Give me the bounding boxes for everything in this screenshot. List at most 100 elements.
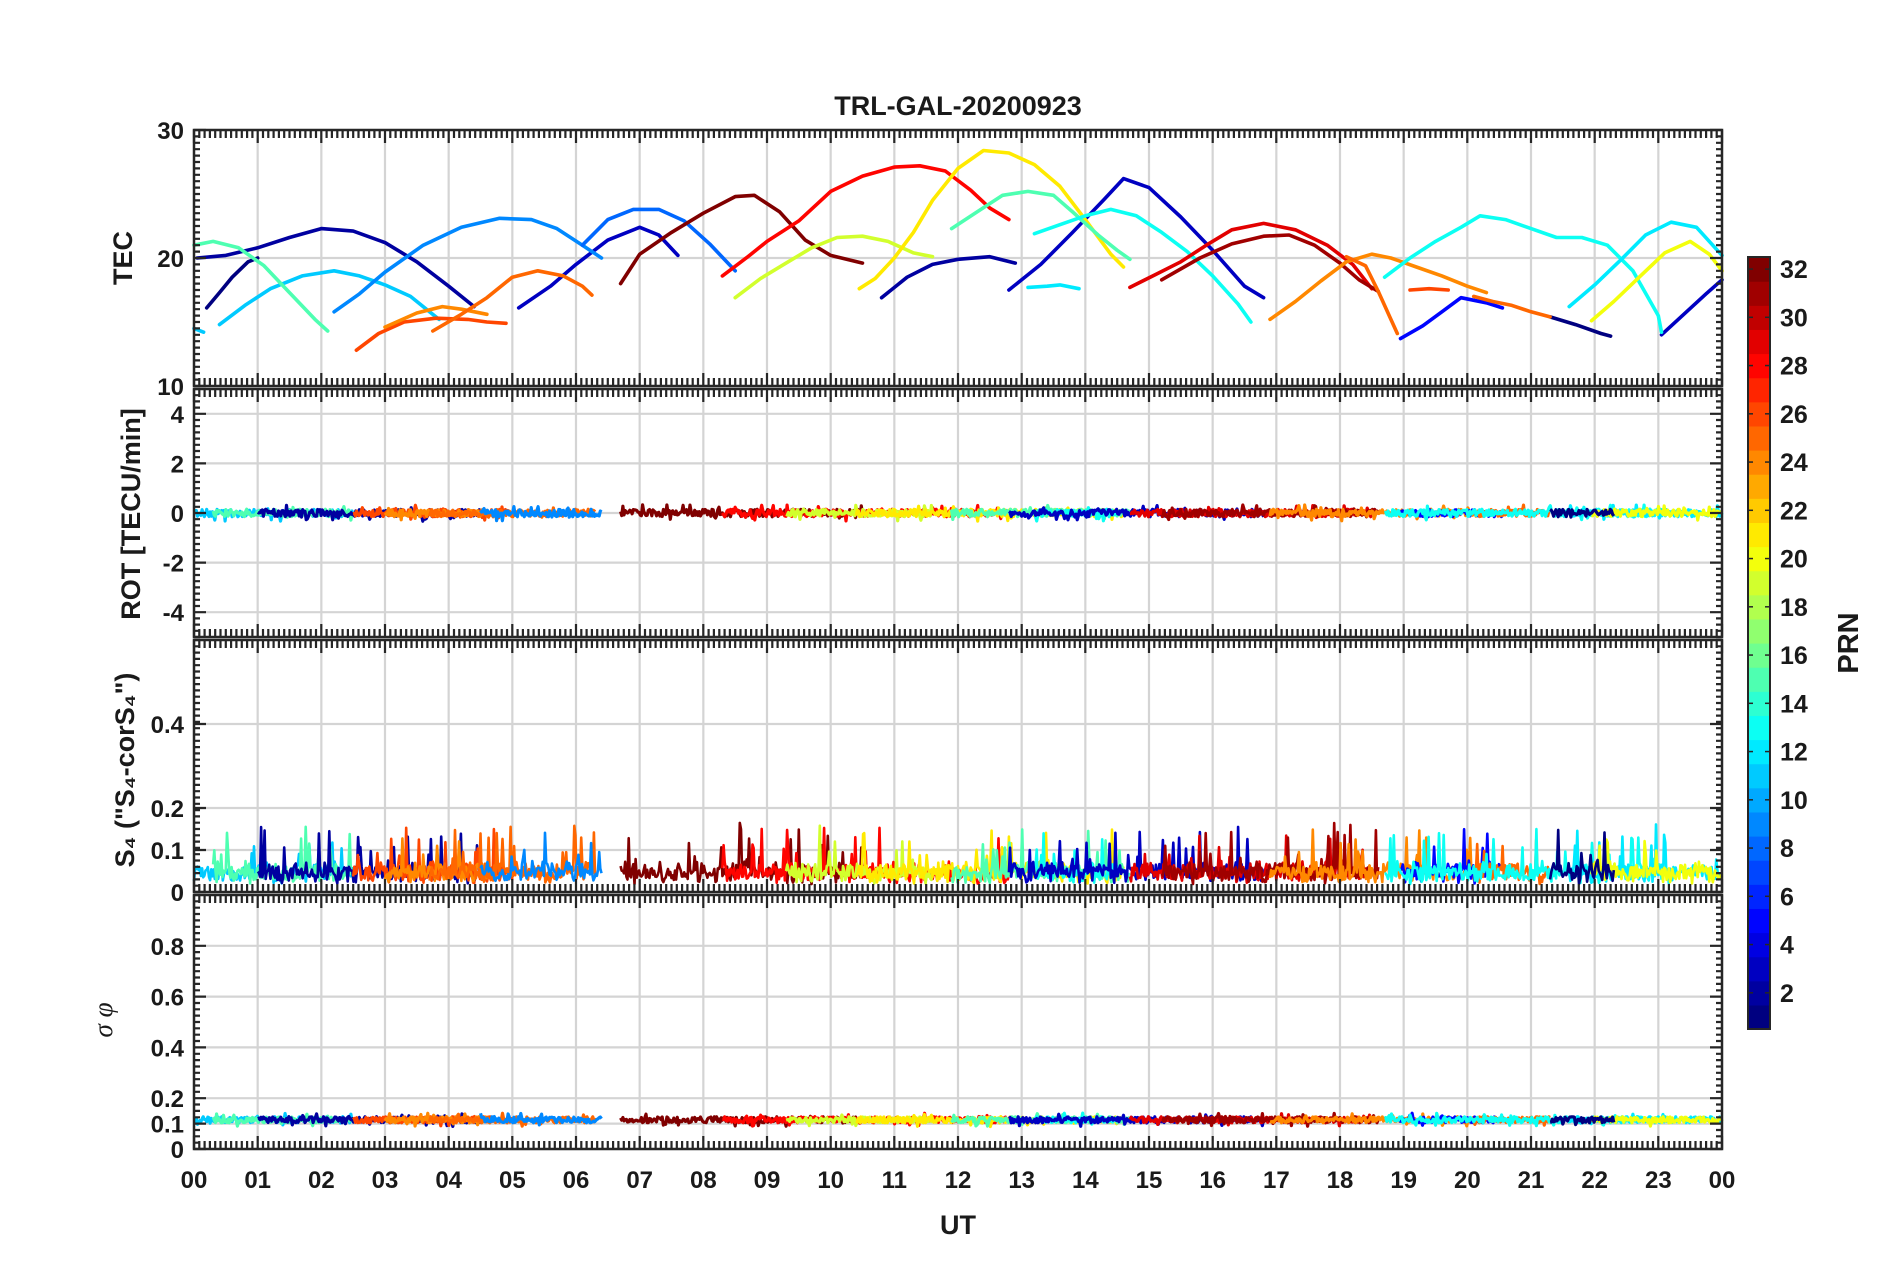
x-tick-label: 20 [1454, 1167, 1481, 1194]
colorbar-tick-label: 24 [1780, 449, 1808, 477]
s4-ylabel: S₄ ("S₄-corS₄") [110, 673, 140, 868]
tec-series-prn-3 [1007, 176, 1266, 300]
tec-ylabel: TEC [108, 231, 138, 285]
sigma-y-tick-label: 0.8 [151, 934, 184, 961]
tec-series-prn-1 [204, 256, 260, 310]
colorbar-tick-label: 30 [1780, 304, 1808, 332]
colorbar-swatch [1748, 498, 1770, 523]
tec-series-prn-3 [516, 225, 680, 310]
colorbar-swatch [1748, 425, 1770, 451]
sigma-y-tick-label: 0 [171, 1137, 184, 1164]
tec-panel: 10 20 30 TEC [108, 118, 1724, 401]
colorbar-swatch [1748, 281, 1770, 306]
sigma-x-ticks [192, 895, 1724, 1149]
sigma-y-tick-label: 0.4 [151, 1035, 185, 1062]
x-tick-label: 00 [181, 1167, 208, 1194]
x-tick-label: 12 [945, 1167, 972, 1194]
tec-series-prn-32 [618, 193, 865, 286]
tec-series-prn-12 [1026, 283, 1081, 291]
tec-series-prn-20 [1589, 239, 1724, 323]
colorbar-frame [1747, 256, 1771, 1030]
rot-ylabel: ROT [TECU/min] [116, 408, 146, 619]
s4-y-tick-label: 0.2 [151, 796, 184, 823]
colorbar-swatch [1748, 884, 1770, 909]
colorbar-swatch [1748, 329, 1770, 355]
colorbar-tick-label: 22 [1780, 497, 1808, 525]
sigma-y-tick-label: 0.2 [151, 1086, 184, 1113]
s4-panel: 0 0.1 0.2 0.4 S₄ ("S₄-corS₄") [110, 638, 1724, 907]
x-tick-label: 18 [1327, 1167, 1354, 1194]
sigma-series-prn-9 [478, 1111, 603, 1127]
tec-series-prn-26 [1408, 286, 1450, 292]
chart-title: TRL-GAL-20200923 [834, 91, 1082, 121]
colorbar-tick-label: 16 [1780, 642, 1808, 670]
colorbar-swatch [1748, 474, 1770, 499]
colorbar-gradient [1747, 256, 1771, 1030]
tec-panel-plot: 10 20 30 [157, 118, 1724, 401]
colorbar-swatch [1748, 1004, 1770, 1030]
tec-y-tick-label: 10 [157, 374, 184, 401]
tec-x-ticks [192, 130, 1724, 386]
sigma-panel: 00.10.2 0.4 0.6 0.8 σ φ [88, 893, 1724, 1164]
s4-series-prn-25 [428, 824, 597, 884]
x-tick-label: 23 [1645, 1167, 1672, 1194]
colorbar-swatch [1748, 546, 1770, 572]
tec-series-prn-25 [1471, 294, 1552, 319]
sigma-series-prn-1 [1549, 1115, 1616, 1127]
rot-series-prn-1 [1549, 507, 1616, 519]
colorbar-tick-label: 10 [1780, 787, 1808, 815]
s4-y-tick-label: 0 [171, 880, 184, 907]
colorbar-swatch [1748, 715, 1770, 741]
colorbar-tick-label: 14 [1780, 690, 1808, 718]
colorbar-tick-label: 4 [1780, 932, 1794, 960]
tec-y-tick-label: 30 [157, 118, 184, 145]
colorbar-label: PRN [1833, 612, 1865, 673]
s4-y-ticks [194, 638, 1722, 894]
tec-series-prn-29 [1128, 221, 1374, 291]
sigma-y-tick-label: 0.1 [151, 1112, 184, 1139]
colorbar-tick-label: 2 [1780, 980, 1794, 1008]
colorbar-tick-label: 26 [1780, 401, 1808, 429]
rot-panel-plot: -4 -2 0 2 4 [163, 387, 1724, 639]
tec-series-prn-2 [879, 254, 1018, 300]
tec-series-prn-3 [1659, 278, 1724, 337]
sigma-y-ticks [194, 893, 1722, 1151]
tec-series-prn-31 [1159, 233, 1380, 294]
rot-panel: -4 -2 0 2 4 ROT [TECU/min] [116, 387, 1724, 639]
tec-series-prn-25 [431, 269, 594, 333]
x-tick-label: 10 [817, 1167, 844, 1194]
tec-series-prn-8 [580, 207, 737, 273]
s4-x-ticks [192, 640, 1724, 892]
colorbar-swatch [1748, 932, 1770, 958]
x-tick-label: 02 [308, 1167, 335, 1194]
x-tick-label: 01 [244, 1167, 271, 1194]
rot-y-tick-label: 4 [171, 402, 185, 429]
x-tick-label: 13 [1008, 1167, 1035, 1194]
colorbar-swatch [1748, 450, 1770, 475]
s4-y-tick-label: 0.4 [151, 712, 185, 739]
tec-y-tick-label: 20 [157, 246, 184, 273]
x-tick-label: 22 [1581, 1167, 1608, 1194]
x-tick-label: 03 [372, 1167, 399, 1194]
colorbar-swatch [1748, 980, 1770, 1006]
colorbar-swatch [1748, 522, 1770, 548]
sigma-ylabel: σ φ [88, 1002, 118, 1037]
x-tick-label: 11 [882, 1167, 907, 1194]
colorbar-swatch [1748, 860, 1770, 885]
sigma-series-prn-31 [1161, 1111, 1380, 1128]
s4-series-prn-1 [1548, 828, 1616, 886]
colorbar-tick-label: 28 [1780, 353, 1808, 381]
colorbar-swatch [1748, 739, 1770, 765]
tec-series-prn-12 [1567, 220, 1724, 309]
x-axis-label: UT [940, 1210, 976, 1240]
colorbar-swatch [1748, 305, 1770, 330]
colorbar-swatch [1748, 594, 1770, 620]
colorbar-swatch [1748, 836, 1770, 861]
rot-x-ticks [192, 389, 1724, 637]
x-tick-label: 21 [1518, 1167, 1545, 1194]
s4-panel-plot: 0 0.1 0.2 0.4 [151, 638, 1724, 907]
x-tick-label: 07 [626, 1167, 653, 1194]
tec-series-prn-15 [949, 189, 1132, 262]
